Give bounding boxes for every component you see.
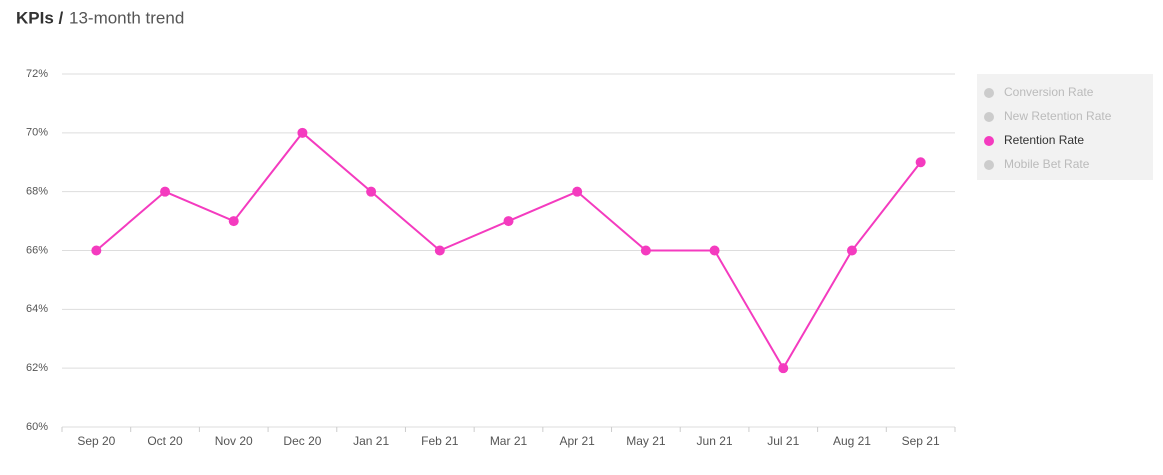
data-point: [572, 186, 583, 197]
y-tick-label: 64%: [26, 303, 48, 315]
data-point: [91, 245, 102, 256]
x-tick-label: Nov 20: [215, 434, 253, 448]
x-tick-label: Aug 21: [833, 434, 871, 448]
x-tick-label: Dec 20: [283, 434, 321, 448]
x-tick-label: Sep 20: [77, 434, 115, 448]
data-point: [846, 245, 857, 256]
legend-label[interactable]: Mobile Bet Rate: [1004, 157, 1090, 171]
legend-marker[interactable]: [984, 112, 994, 122]
data-point: [160, 186, 171, 197]
x-tick-label: Jan 21: [353, 434, 389, 448]
x-tick-label: Feb 21: [421, 434, 459, 448]
chart-title: KPIs /: [16, 8, 64, 27]
legend-marker[interactable]: [984, 136, 994, 146]
data-point: [297, 127, 308, 138]
x-tick-label: May 21: [626, 434, 666, 448]
x-tick-label: Jun 21: [697, 434, 733, 448]
legend-label[interactable]: Conversion Rate: [1004, 85, 1094, 99]
x-tick-label: Mar 21: [490, 434, 528, 448]
y-tick-label: 68%: [26, 186, 48, 198]
legend-label[interactable]: New Retention Rate: [1004, 109, 1112, 123]
y-tick-label: 72%: [26, 68, 48, 80]
y-tick-label: 62%: [26, 362, 48, 374]
data-point: [366, 186, 377, 197]
data-point: [434, 245, 445, 256]
data-point: [228, 216, 239, 227]
y-tick-label: 60%: [26, 421, 48, 433]
data-point: [915, 157, 926, 168]
x-tick-label: Oct 20: [147, 434, 183, 448]
data-point: [778, 363, 789, 374]
legend-label[interactable]: Retention Rate: [1004, 133, 1084, 147]
x-tick-label: Sep 21: [902, 434, 940, 448]
x-tick-label: Jul 21: [767, 434, 799, 448]
legend-marker[interactable]: [984, 160, 994, 170]
y-tick-label: 70%: [26, 127, 48, 139]
data-point: [709, 245, 720, 256]
y-tick-label: 66%: [26, 244, 48, 256]
data-point: [640, 245, 651, 256]
legend-marker[interactable]: [984, 88, 994, 98]
legend-box: [977, 74, 1153, 180]
x-tick-label: Apr 21: [560, 434, 596, 448]
chart-subtitle: 13-month trend: [69, 8, 184, 27]
data-point: [503, 216, 514, 227]
